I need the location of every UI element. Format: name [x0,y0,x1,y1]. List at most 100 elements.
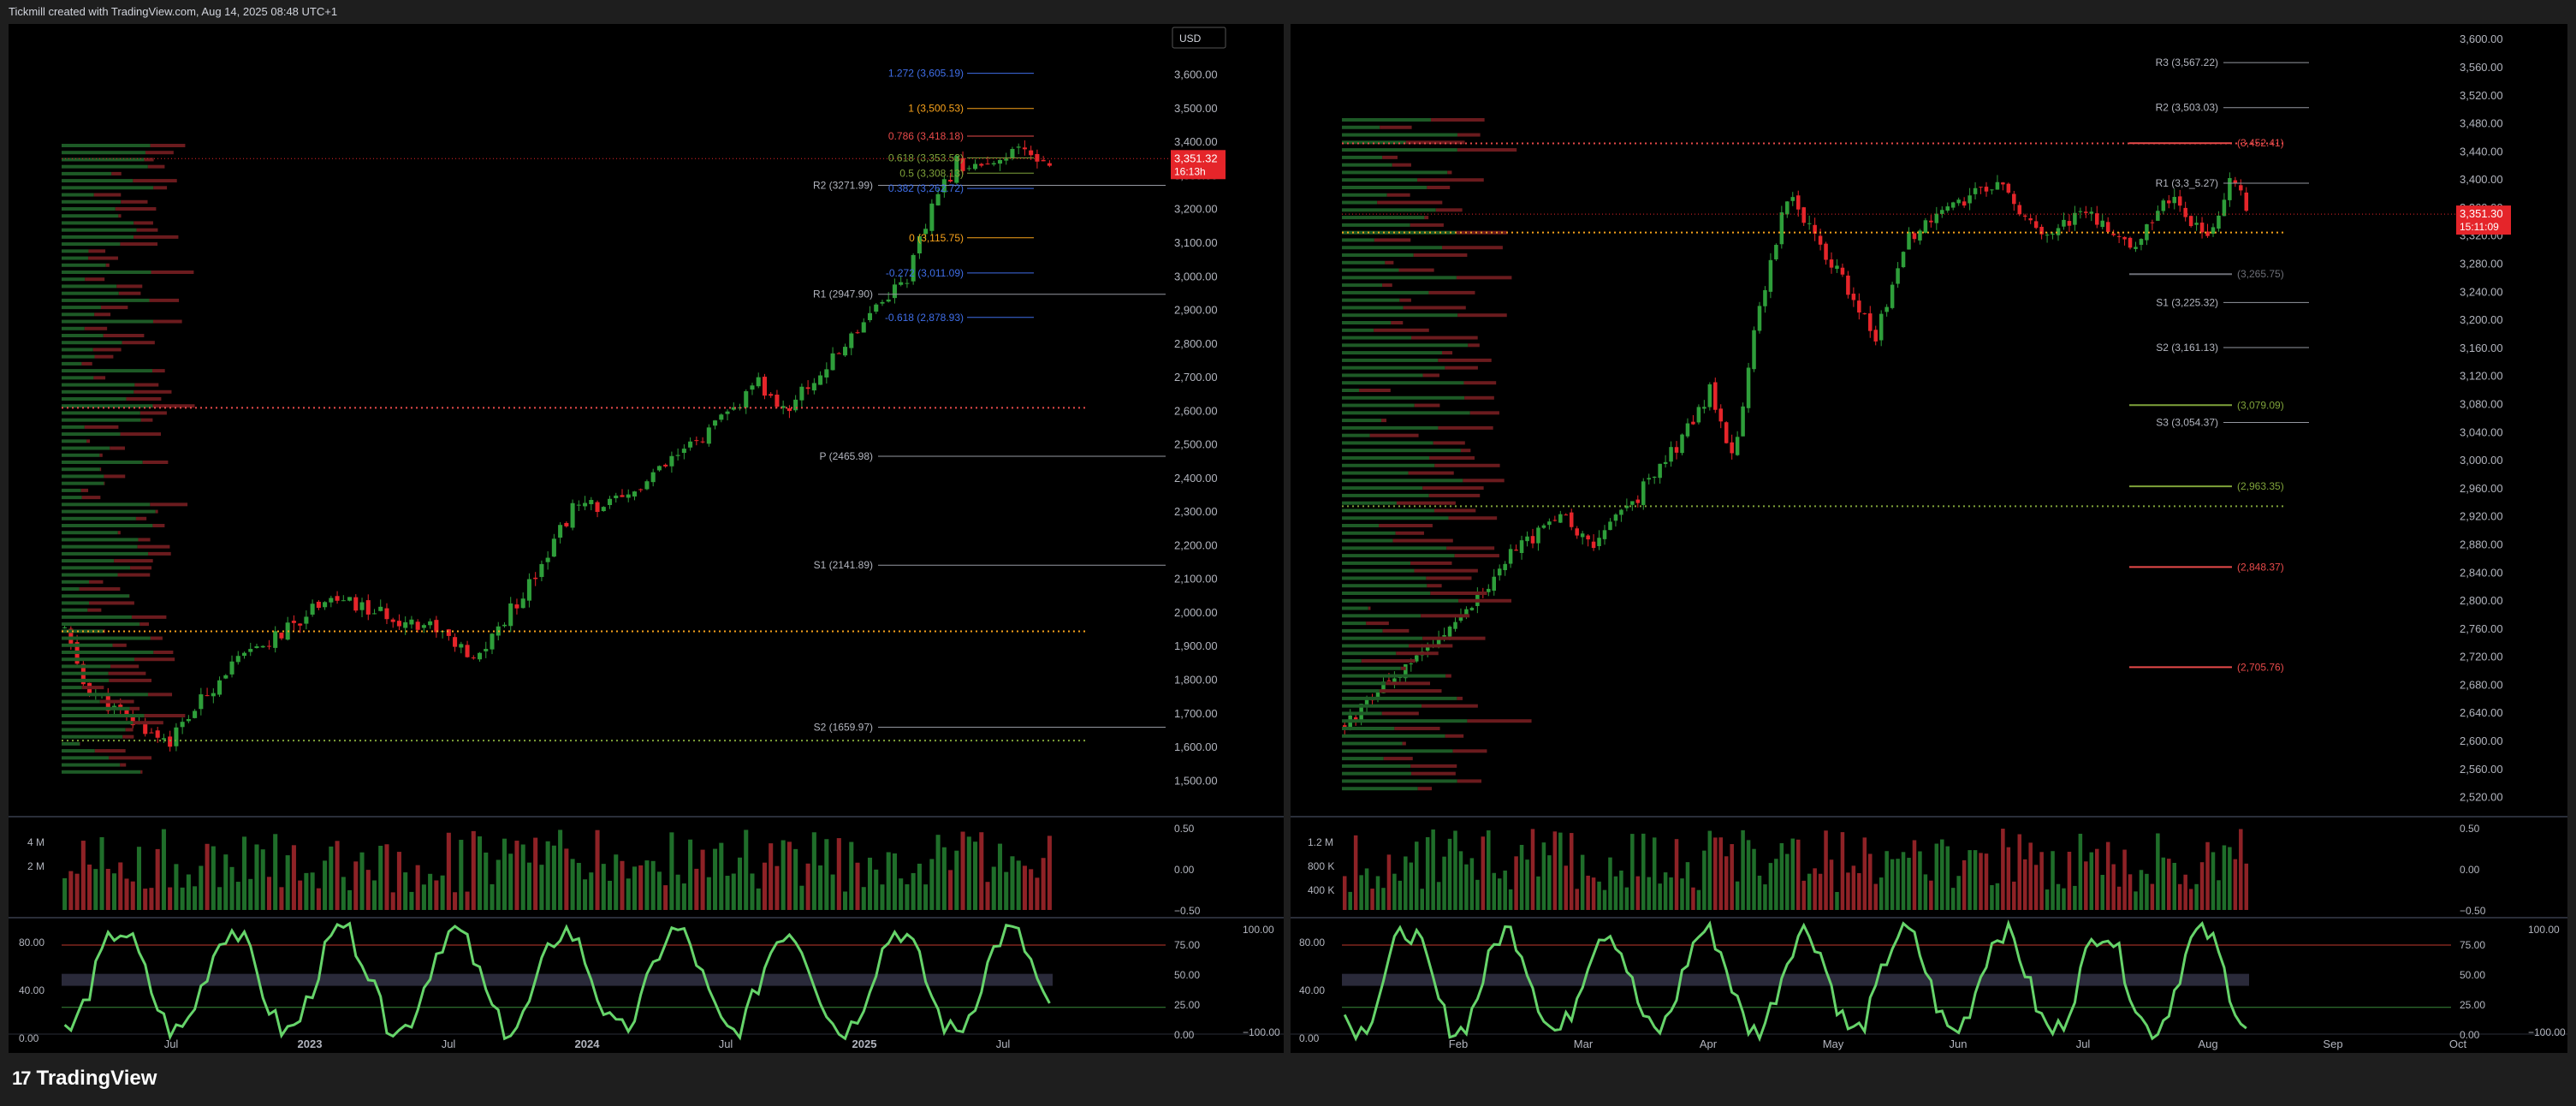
candle-body [335,596,340,601]
volume-profile-bar [110,446,125,450]
volume-profile-bar [1380,125,1412,129]
volume-bar [174,864,179,910]
candle-body [211,693,216,697]
tradingview-logo[interactable]: 17 TradingView [12,1067,157,1091]
volume-profile-bar [62,714,145,717]
candle-body [1724,422,1729,443]
volume-bar [2017,834,2022,910]
candle-body [2105,222,2110,232]
candle-body [2012,193,2016,205]
volume-bar [694,868,699,910]
candle-body [1381,681,1386,693]
volume-profile-bar [1438,425,1493,430]
volume-profile-bar [1411,771,1456,776]
volume-profile-bar [1342,321,1392,324]
volume-axis-label: 800 K [1308,860,1334,872]
rsi-right-axis-label: 50.00 [2460,969,2485,981]
volume-profile-bar [1424,216,1429,220]
volume-profile-bar [62,693,148,697]
candle-body [1912,233,1917,240]
volume-profile-bar [84,425,119,429]
volume-profile-bar [1342,606,1368,610]
volume-bar [1442,856,1446,910]
volume-bar [1940,839,1944,910]
volume-profile-bar [1445,366,1478,370]
volume-profile-bar [145,151,174,155]
volume-profile-bar [134,389,172,394]
volume-indicator-axis-label: 0.00 [2460,864,2480,876]
volume-profile-bar [94,312,111,317]
candle-body [972,164,978,169]
volume-profile-bar [1342,343,1469,348]
volume-profile-bar [62,361,82,366]
volume-profile-bar [94,354,114,359]
volume-profile-bar [1402,741,1406,746]
candle-body [2001,182,2005,185]
volume-bar [459,840,464,910]
candle-body [1763,289,1767,306]
volume-profile-bar [1446,546,1495,550]
volume-bar [347,889,353,910]
volume-profile-bar [1342,554,1455,558]
candle-body [291,621,296,623]
candle-body [1010,149,1015,158]
candle-body [1453,621,1457,629]
volume-profile-bar [1342,238,1374,242]
volume-bar [1453,830,1457,910]
volume-bar [614,854,619,910]
volume-bar [2199,862,2205,910]
volume-bar [1575,889,1579,910]
volume-bar [1375,876,1380,910]
volume-profile-bar [118,291,141,295]
rsi-right-axis-label: 75.00 [1174,939,1200,951]
candle-body [1447,627,1452,637]
candle-body [935,193,941,205]
volume-bar [793,848,798,910]
candle-body [2116,235,2122,237]
price-axis-label: 2,900.00 [1174,304,1218,317]
candle-body [1414,655,1419,662]
volume-profile-bar [1342,178,1418,182]
price-axis-label: 3,500.00 [1174,102,1218,115]
volume-bar [526,862,531,910]
volume-profile-bar [1422,486,1484,491]
candle-body [1945,206,1950,211]
candle-body [130,717,135,726]
volume-bar [2045,889,2050,910]
left-chart-svg[interactable]: 3,600.003,500.003,400.003,300.003,200.00… [9,24,1284,1053]
volume-profile-bar [1396,651,1439,656]
pivot-label: P (2465.98) [820,450,874,462]
rsi-line [63,921,1051,1041]
volume-bar [1536,876,1540,910]
right-chart-svg[interactable]: 3,600.00 3,560.00 3,520.00 3,480.00 3,440.00… [1291,24,2567,1053]
volume-bar [1010,856,1015,910]
candle-body [217,680,223,695]
volume-profile-bar [1342,689,1380,693]
candle-body [68,628,74,644]
volume-bar [1818,873,1823,910]
volume-bar [378,846,383,910]
candle-body [329,598,334,603]
volume-bar [1404,856,1408,910]
candle-body [960,158,965,171]
volume-bar [403,872,408,910]
candle-body [620,495,625,497]
volume-profile-bar [93,376,106,380]
right-chart-panel[interactable]: 3,600.00 3,560.00 3,520.00 3,480.00 3,440.00… [1291,24,2567,1053]
price-axis-label: 3,000.00 [2460,454,2503,467]
volume-profile-bar [1342,576,1427,580]
candle-body [954,156,959,183]
volume-bar [2022,859,2027,910]
left-chart-panel[interactable]: 3,600.003,500.003,400.003,300.003,200.00… [9,24,1284,1053]
volume-profile-bar [62,601,90,605]
volume-profile-bar [88,580,104,584]
volume-bar [1846,872,1850,910]
candle-body [2205,231,2210,236]
volume-bar [421,884,426,910]
volume-bar [484,852,489,910]
volume-profile-bar [93,193,122,197]
volume-bar [465,891,470,910]
volume-profile-bar [118,214,122,218]
candle-body [601,507,606,512]
candle-body [1918,230,1922,241]
